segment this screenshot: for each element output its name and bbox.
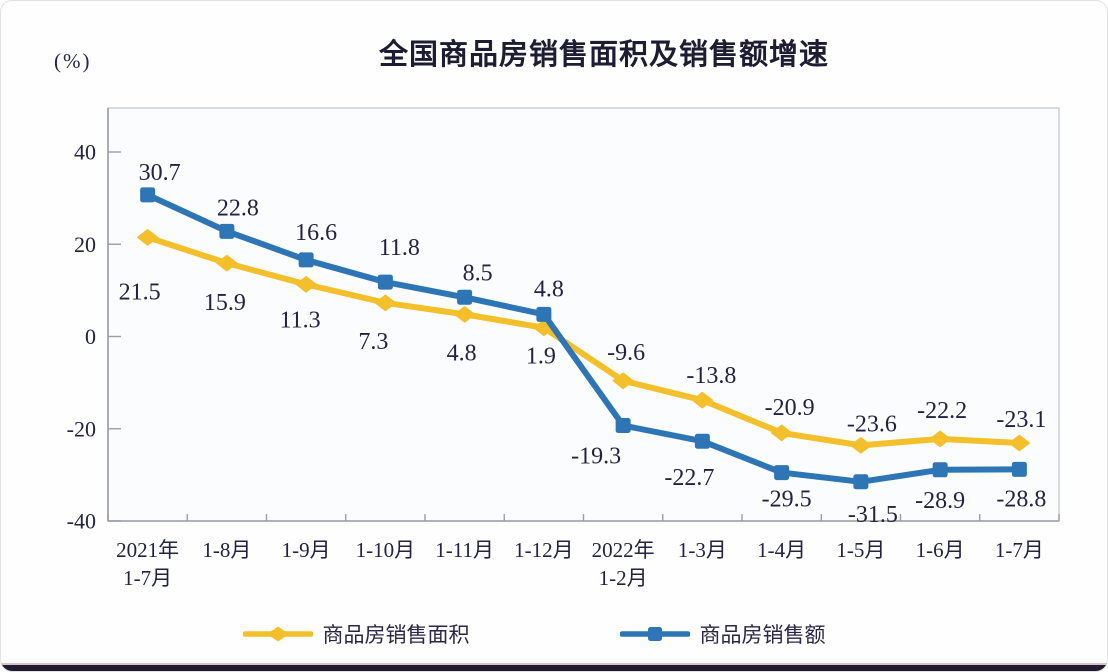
line-chart: 40 20 0 -20 -40 2021年 1-7月 1-8月 1-9月 1-10月 1-11月 1-… — [67, 107, 1060, 590]
data-label: -9.6 — [607, 340, 645, 366]
data-label: 4.8 — [534, 276, 564, 302]
data-label: -19.3 — [571, 444, 621, 470]
data-label: -31.5 — [848, 502, 898, 528]
data-label: 7.3 — [358, 329, 388, 355]
legend-label-sales-area: 商品房销售面积 — [322, 624, 470, 647]
x-category-label: 1-6月 — [916, 538, 965, 562]
data-point-marker — [457, 289, 473, 305]
data-point-marker — [295, 275, 318, 293]
y-tick-label: 40 — [74, 140, 96, 165]
y-tick-label: -40 — [67, 509, 96, 534]
data-point-marker — [694, 433, 710, 449]
data-label: -28.8 — [996, 486, 1046, 512]
data-label: -23.6 — [847, 411, 897, 437]
data-label: -13.8 — [686, 363, 736, 389]
data-point-marker — [374, 294, 397, 312]
data-label: -22.2 — [917, 398, 967, 424]
bottom-divider-bar — [1, 663, 1107, 671]
data-label: 15.9 — [204, 290, 246, 316]
data-label: 11.8 — [379, 235, 420, 261]
x-category-label: 1-10月 — [356, 538, 416, 562]
data-point-marker — [377, 274, 393, 290]
data-point-marker — [932, 462, 948, 478]
y-tick-label: 0 — [85, 324, 96, 349]
data-point-marker — [929, 430, 952, 448]
legend-item-sales-area: 商品房销售面积 — [242, 619, 470, 649]
data-point-marker — [691, 391, 714, 409]
data-label: 8.5 — [463, 260, 493, 286]
chart-legend: 商品房销售面积 商品房销售额 — [1, 619, 1067, 649]
legend-marker-shape — [647, 627, 662, 641]
data-label: -29.5 — [762, 487, 812, 513]
data-label: 21.5 — [119, 279, 161, 305]
data-point-marker — [774, 465, 790, 481]
data-point-marker — [615, 418, 631, 434]
y-tick-label: 20 — [74, 232, 96, 257]
data-point-marker — [298, 252, 314, 268]
legend-item-sales-value: 商品房销售额 — [619, 619, 826, 649]
data-point-marker — [853, 474, 869, 490]
data-point-marker — [770, 424, 793, 442]
x-category-label: 1-3月 — [678, 538, 727, 562]
data-point-marker — [1008, 434, 1031, 452]
x-category-label: 1-8月 — [202, 538, 251, 562]
data-label: -20.9 — [765, 395, 815, 421]
sales-area-legend-marker-icon — [242, 626, 313, 642]
data-label: 16.6 — [295, 220, 337, 246]
x-category-label: 1-5月 — [836, 538, 885, 562]
plot-area — [107, 107, 1060, 522]
legend-label-sales-value: 商品房销售额 — [699, 624, 826, 647]
x-category-label: 2021年 1-7月 — [116, 538, 179, 590]
x-category-label: 1-12月 — [514, 538, 574, 562]
data-label: -22.7 — [664, 465, 714, 491]
y-tick-label: -20 — [67, 416, 96, 441]
data-point-marker — [215, 254, 238, 272]
data-point-marker — [1011, 461, 1027, 477]
series-line-1 — [144, 191, 1023, 485]
x-category-label: 1-9月 — [282, 538, 331, 562]
data-point-marker — [219, 223, 235, 239]
data-label: 30.7 — [139, 160, 181, 186]
sales-value-legend-marker-icon — [619, 627, 690, 641]
x-category-label: 2022年 1-2月 — [592, 538, 655, 590]
data-point-marker — [849, 436, 872, 454]
y-axis-unit-label: (%) — [54, 49, 92, 73]
data-label: 4.8 — [447, 340, 477, 366]
data-point-marker — [136, 228, 159, 246]
data-label: -28.9 — [915, 488, 965, 514]
x-category-label: 1-11月 — [435, 538, 494, 562]
series-line-0 — [144, 234, 1023, 449]
data-label: 22.8 — [217, 195, 259, 221]
data-point-marker — [536, 306, 552, 322]
data-label: 11.3 — [280, 307, 321, 333]
data-label: -23.1 — [996, 407, 1046, 433]
data-label: 1.9 — [526, 344, 556, 370]
legend-marker-shape — [266, 626, 289, 642]
data-point-marker — [453, 305, 476, 323]
x-category-label: 1-7月 — [995, 538, 1044, 562]
data-point-marker — [612, 372, 635, 390]
x-category-label: 1-4月 — [757, 538, 806, 562]
data-point-marker — [140, 187, 156, 203]
chart-title: 全国商品房销售面积及销售额增速 — [378, 39, 829, 71]
